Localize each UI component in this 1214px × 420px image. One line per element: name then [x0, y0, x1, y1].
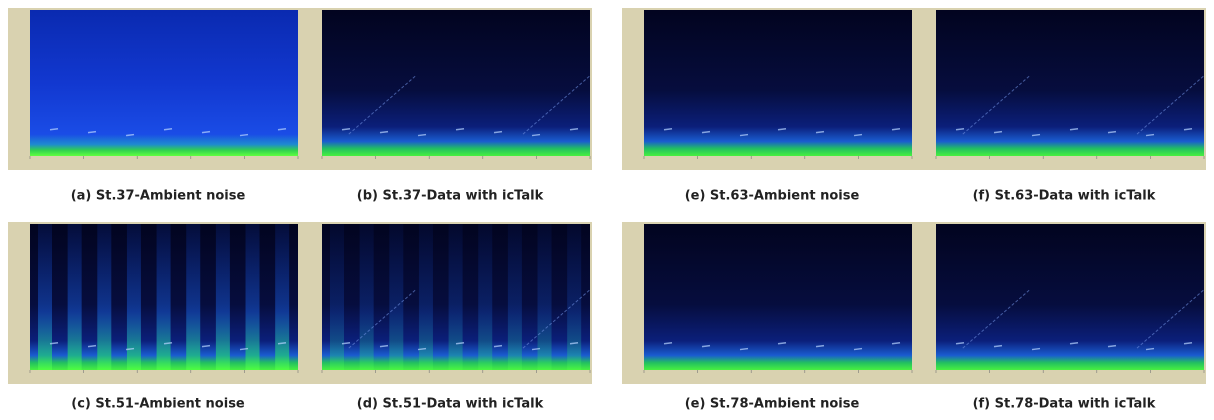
caption: (b) St.37-Data with icTalk [357, 189, 544, 204]
signal-mark [239, 133, 249, 137]
signal-mark [1183, 127, 1193, 131]
noise-streak [448, 224, 463, 370]
noise-streak [537, 224, 552, 370]
caption: (f) St.78-Data with icTalk [973, 397, 1156, 412]
signal-mark [701, 130, 711, 134]
spectrogram [322, 10, 590, 156]
signal-mark [663, 341, 673, 345]
spectrogram-panel: (f) St.63-Data with icTalk [914, 8, 1206, 204]
signal-mark [993, 344, 1003, 348]
signal-mark [493, 344, 503, 348]
signal-mark [739, 133, 749, 137]
signal-mark [701, 344, 711, 348]
noise-streak [97, 224, 112, 370]
signal-mark [1145, 133, 1155, 137]
signal-mark [1145, 347, 1155, 351]
signal-mark [277, 341, 287, 345]
signal-mark [455, 127, 465, 131]
spectrogram-panel: (d) St.51-Data with icTalk [300, 222, 592, 412]
signal-mark [993, 130, 1003, 134]
spectrogram [936, 224, 1204, 370]
signal-mark [277, 127, 287, 131]
signal-mark [455, 341, 465, 345]
signal-mark [49, 341, 59, 345]
signal-mark [163, 127, 173, 131]
noise-streak [507, 224, 522, 370]
noise-streak [215, 224, 230, 370]
spectrogram-panel: (e) St.78-Ambient noise [622, 222, 914, 412]
signal-mark [955, 341, 965, 345]
noise-streak [67, 224, 82, 370]
signal-mark [1107, 130, 1117, 134]
spectrogram-panel: (b) St.37-Data with icTalk [300, 8, 592, 204]
caption: (a) St.37-Ambient noise [71, 189, 246, 204]
signal-mark [493, 130, 503, 134]
signal-mark [1069, 341, 1079, 345]
signal-mark [1183, 341, 1193, 345]
signal-mark [569, 127, 579, 131]
caption: (e) St.78-Ambient noise [685, 397, 860, 412]
spectrogram-panel: (c) St.51-Ambient noise [8, 222, 300, 412]
noise-streak [38, 224, 52, 370]
signal-mark [49, 127, 59, 131]
noise-streak [275, 224, 290, 370]
caption: (f) St.63-Data with icTalk [973, 189, 1156, 204]
signal-mark [1107, 344, 1117, 348]
signal-mark [125, 133, 135, 137]
spectrogram [644, 224, 912, 370]
caption: (c) St.51-Ambient noise [71, 397, 245, 412]
signal-mark [201, 344, 211, 348]
spectrogram-panel: (e) St.63-Ambient noise [622, 8, 914, 204]
noise-streak [478, 224, 493, 370]
spectrogram [936, 10, 1204, 156]
signal-mark [853, 347, 863, 351]
noise-streak [186, 224, 201, 370]
signal-mark [739, 347, 749, 351]
signal-mark [239, 347, 249, 351]
signal-mark [815, 130, 825, 134]
signal-mark [341, 341, 351, 345]
signal-mark [777, 127, 787, 131]
noise-streak [359, 224, 374, 370]
signal-mark [87, 344, 97, 348]
signal-mark [417, 347, 427, 351]
signal-mark [1069, 127, 1079, 131]
signal-mark [379, 130, 389, 134]
signal-mark [87, 130, 97, 134]
signal-mark [777, 341, 787, 345]
signal-mark [815, 344, 825, 348]
signal-mark [379, 344, 389, 348]
signal-mark [663, 127, 673, 131]
signal-mark [163, 341, 173, 345]
noise-streak [245, 224, 260, 370]
signal-mark [853, 133, 863, 137]
spectrogram [644, 10, 912, 156]
spectrogram-panel: (a) St.37-Ambient noise [8, 8, 300, 204]
signal-mark [531, 133, 541, 137]
signal-mark [891, 127, 901, 131]
signal-mark [417, 133, 427, 137]
noise-streak [389, 224, 404, 370]
signal-mark [1031, 347, 1041, 351]
caption: (e) St.63-Ambient noise [685, 189, 860, 204]
noise-streak [418, 224, 433, 370]
noise-streak [330, 224, 344, 370]
spectrogram-panel: (f) St.78-Data with icTalk [914, 222, 1206, 412]
spectrogram [30, 10, 298, 156]
signal-mark [569, 341, 579, 345]
noise-streak [156, 224, 171, 370]
signal-mark [201, 130, 211, 134]
signal-mark [1031, 133, 1041, 137]
signal-mark [891, 341, 901, 345]
signal-mark [125, 347, 135, 351]
signal-mark [955, 127, 965, 131]
signal-mark [531, 347, 541, 351]
noise-streak [567, 224, 582, 370]
signal-mark [341, 127, 351, 131]
noise-streak [126, 224, 141, 370]
caption: (d) St.51-Data with icTalk [357, 397, 544, 412]
